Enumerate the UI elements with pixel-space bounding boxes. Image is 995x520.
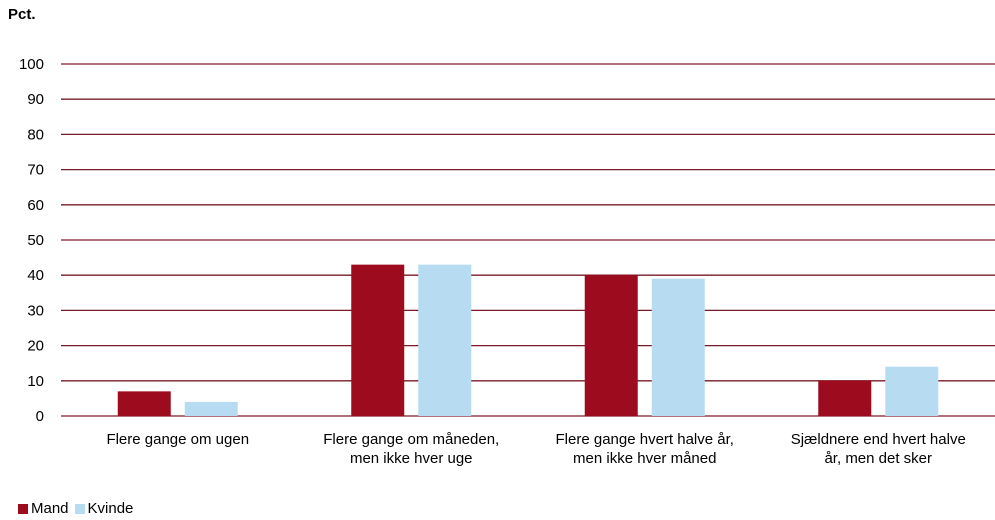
bar-mand-0	[117, 391, 171, 416]
y-axis-label: Pct.	[8, 6, 36, 23]
x-tick-label-2-0: Flere gange hvert halve år,	[556, 431, 734, 448]
y-tick-label-10: 10	[27, 373, 44, 390]
legend-item-kvinde: Kvinde	[74, 500, 134, 517]
bar-chart: 0 10 20 30 40 50 60 70 80 90 100 Flere gange om uge…	[19, 56, 995, 467]
legend-item-mand: Mand	[18, 500, 69, 517]
bar-kvinde-0	[184, 401, 238, 416]
y-tick-label-100: 100	[19, 56, 44, 73]
y-tick-label-70: 70	[27, 162, 44, 179]
y-tick-label-40: 40	[27, 267, 44, 284]
x-tick-label-3-0: Sjældnere end hvert halve	[791, 431, 966, 448]
y-tick-label-20: 20	[27, 338, 44, 355]
x-tick-label-1-0: Flere gange om måneden,	[323, 431, 499, 448]
legend-label-kvinde: Kvinde	[87, 500, 134, 517]
y-tick-label-60: 60	[27, 197, 44, 214]
x-tick-label-1-1: men ikke hver uge	[350, 450, 473, 467]
x-tick-label-2-1: men ikke hver måned	[573, 450, 716, 467]
legend-label-mand: Mand	[31, 500, 69, 517]
y-tick-label-0: 0	[36, 408, 44, 425]
bar-mand-1	[351, 264, 405, 416]
bar-kvinde-3	[885, 366, 939, 416]
bar-mand-2	[584, 275, 638, 416]
y-tick-label-50: 50	[27, 232, 44, 249]
legend-swatch-mand	[18, 503, 28, 514]
x-tick-label-0-0: Flere gange om ugen	[106, 431, 249, 448]
y-tick-label-90: 90	[27, 91, 44, 108]
x-tick-label-3-1: år, men det sker	[824, 450, 932, 467]
y-tick-label-30: 30	[27, 302, 44, 319]
legend: Mand Kvinde	[18, 500, 139, 517]
bar-kvinde-1	[418, 264, 472, 416]
y-tick-label-80: 80	[27, 126, 44, 143]
bar-mand-3	[818, 380, 872, 416]
bar-kvinde-2	[651, 278, 705, 416]
legend-swatch-kvinde	[74, 503, 85, 514]
